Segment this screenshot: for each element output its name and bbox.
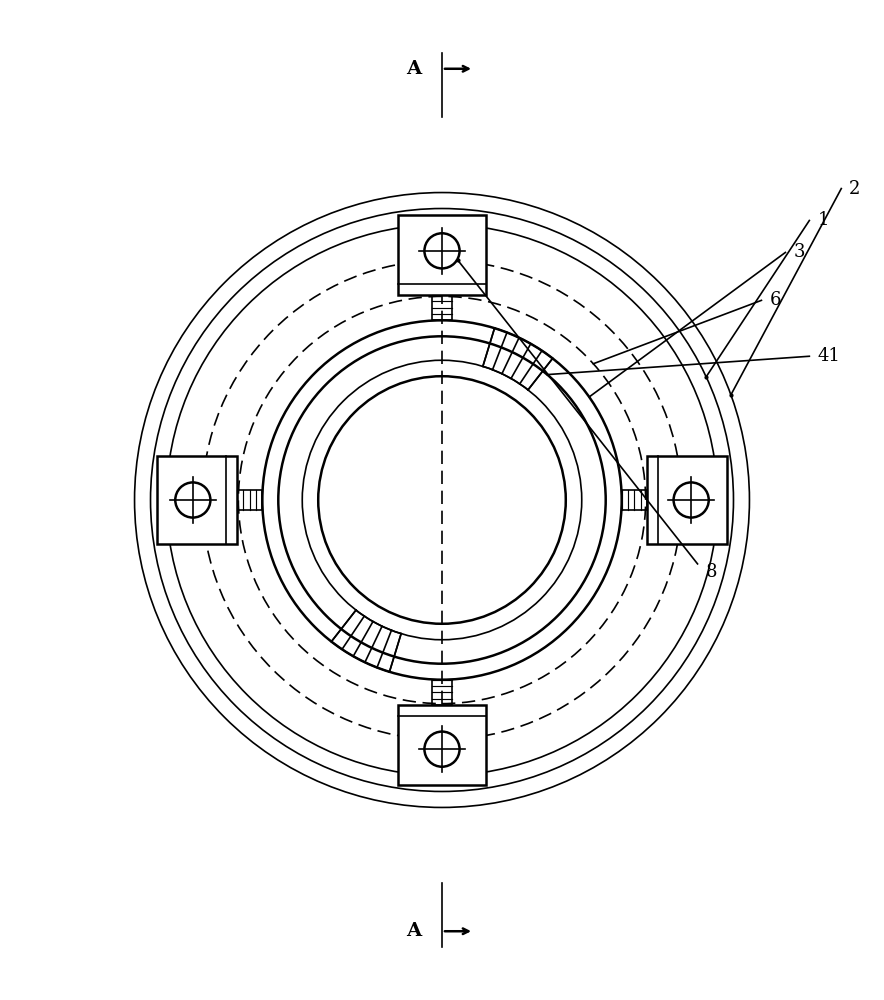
Text: 41: 41 bbox=[818, 347, 840, 365]
Text: 8: 8 bbox=[705, 563, 717, 581]
Polygon shape bbox=[156, 456, 237, 544]
Polygon shape bbox=[398, 705, 486, 785]
Text: A: A bbox=[407, 60, 422, 78]
Polygon shape bbox=[647, 456, 728, 544]
Text: 3: 3 bbox=[793, 243, 804, 261]
Text: 6: 6 bbox=[769, 291, 781, 309]
Polygon shape bbox=[398, 215, 486, 295]
Text: 2: 2 bbox=[850, 180, 861, 198]
Text: A: A bbox=[407, 922, 422, 940]
Text: 1: 1 bbox=[818, 211, 829, 229]
